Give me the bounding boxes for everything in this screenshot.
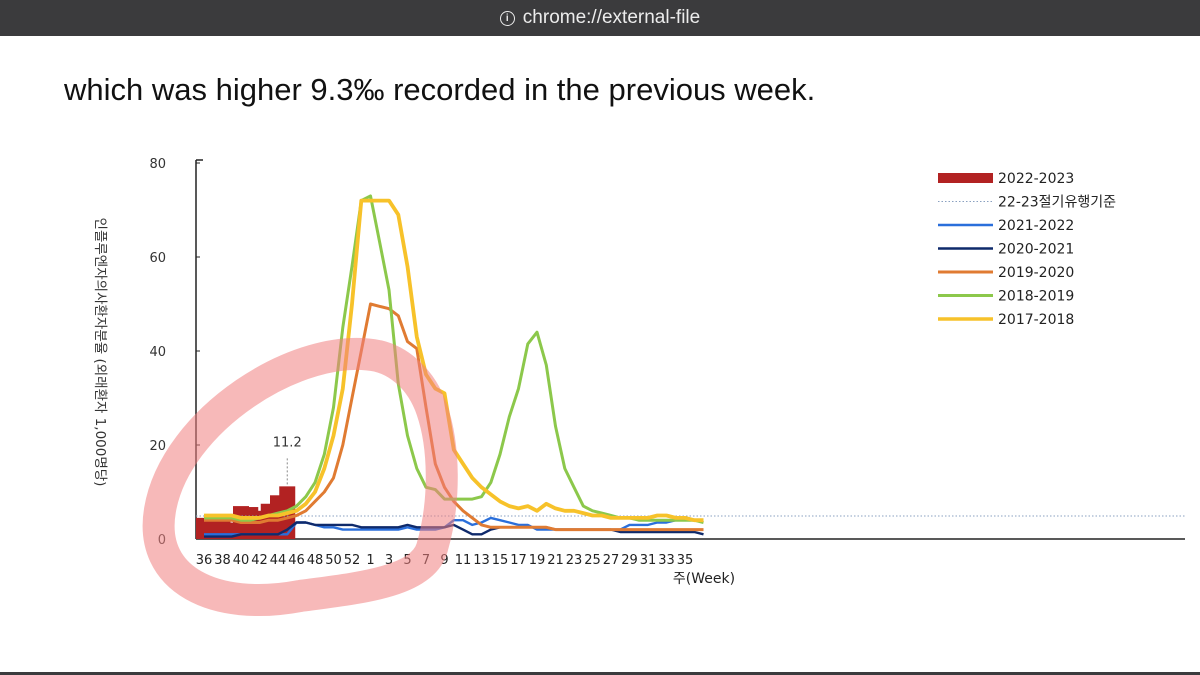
x-tick-label: 44 [270, 553, 287, 568]
caption-text: which was higher 9.3‰ recorded in the pr… [64, 72, 816, 107]
x-tick-label: 21 [547, 553, 564, 568]
x-tick-label: 3 [385, 553, 393, 568]
x-tick-label: 50 [325, 553, 342, 568]
x-tick-label: 25 [584, 553, 601, 568]
legend-label: 22-23절기유행기준 [998, 195, 1116, 211]
highlight-circle-annotation [142, 338, 458, 617]
legend-label: 2017-2018 [998, 312, 1074, 328]
x-tick-label: 23 [566, 553, 583, 568]
y-tick-label: 80 [149, 157, 166, 172]
x-tick-label: 19 [529, 553, 546, 568]
x-tick-label: 38 [214, 553, 231, 568]
x-tick-label: 13 [473, 553, 490, 568]
y-tick-label: 20 [149, 439, 166, 454]
x-axis-title: 주(Week) [673, 571, 735, 587]
legend-label: 2018-2019 [998, 289, 1074, 305]
x-tick-label: 17 [510, 553, 527, 568]
address-bar[interactable]: i chrome://external-file [0, 0, 1200, 36]
x-tick-label: 46 [288, 553, 305, 568]
y-tick-label: 40 [149, 345, 166, 360]
x-tick-label: 35 [677, 553, 694, 568]
legend-swatch [938, 173, 993, 183]
y-tick-label: 60 [149, 251, 166, 266]
x-tick-label: 11 [455, 553, 472, 568]
x-tick-label: 40 [233, 553, 250, 568]
x-tick-label: 9 [440, 553, 448, 568]
x-tick-label: 36 [196, 553, 213, 568]
x-tick-label: 29 [621, 553, 638, 568]
legend-label: 2019-2020 [998, 265, 1074, 281]
x-tick-label: 1 [366, 553, 374, 568]
x-tick-label: 42 [251, 553, 268, 568]
legend-label: 2022-2023 [998, 171, 1074, 187]
x-tick-label: 31 [640, 553, 657, 568]
x-tick-label: 33 [658, 553, 675, 568]
legend-label: 2020-2021 [998, 242, 1074, 258]
x-tick-label: 27 [603, 553, 620, 568]
annotation-label: 11.2 [273, 435, 302, 450]
y-axis-title: 인플루엔자의사환자분율 (외래환자 1,000명당) [92, 218, 108, 487]
series-line-2020-2021 [204, 521, 704, 538]
url-text: chrome://external-file [522, 7, 701, 28]
bottom-divider [0, 672, 1200, 675]
x-tick-label: 52 [344, 553, 361, 568]
x-tick-label: 48 [307, 553, 324, 568]
info-circle-icon[interactable]: i [499, 10, 515, 26]
x-tick-label: 15 [492, 553, 509, 568]
legend-label: 2021-2022 [998, 218, 1074, 234]
